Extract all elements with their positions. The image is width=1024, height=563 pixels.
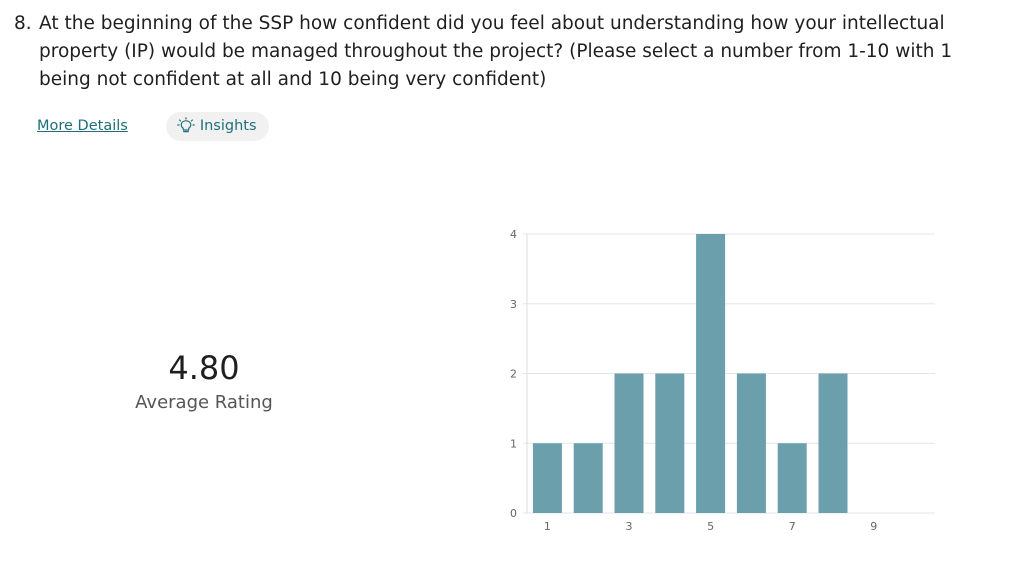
bar-rating-8[interactable] <box>818 373 848 514</box>
y-tick-label: 2 <box>510 368 517 381</box>
x-tick-label: 7 <box>789 520 796 533</box>
average-rating: 4.80 Average Rating <box>104 348 304 416</box>
y-tick-label: 3 <box>510 298 517 311</box>
y-tick-label: 4 <box>510 228 517 241</box>
bar-rating-3[interactable] <box>614 373 644 514</box>
bar-rating-2[interactable] <box>573 443 603 513</box>
x-tick-label: 5 <box>707 520 714 533</box>
bar-rating-4[interactable] <box>655 373 685 514</box>
x-tick-label: 3 <box>626 520 633 533</box>
more-details-link[interactable]: More Details <box>37 118 128 134</box>
bar-rating-5[interactable] <box>696 234 726 513</box>
question-text: At the beginning of the SSP how confiden… <box>39 13 953 90</box>
bar-rating-1[interactable] <box>532 443 562 513</box>
y-tick-label: 1 <box>510 437 517 450</box>
average-label: Average Rating <box>135 392 273 413</box>
y-tick-label: 0 <box>510 507 517 520</box>
insights-button[interactable]: Insights <box>165 111 269 141</box>
question-actions: More Details Insights <box>37 111 269 141</box>
x-tick-label: 9 <box>870 520 877 533</box>
question-header: 8. At the beginning of the SSP how confi… <box>14 10 1014 94</box>
lightbulb-icon <box>177 117 195 133</box>
x-tick-label: 1 <box>544 520 551 533</box>
rating-distribution-chart: 0 1 2 3 4 1 3 5 7 9 <box>510 228 935 533</box>
average-value: 4.80 <box>168 349 240 387</box>
bar-rating-7[interactable] <box>777 443 807 513</box>
question-number: 8. <box>14 13 32 34</box>
bar-rating-6[interactable] <box>736 373 766 514</box>
insights-label: Insights <box>199 118 257 134</box>
